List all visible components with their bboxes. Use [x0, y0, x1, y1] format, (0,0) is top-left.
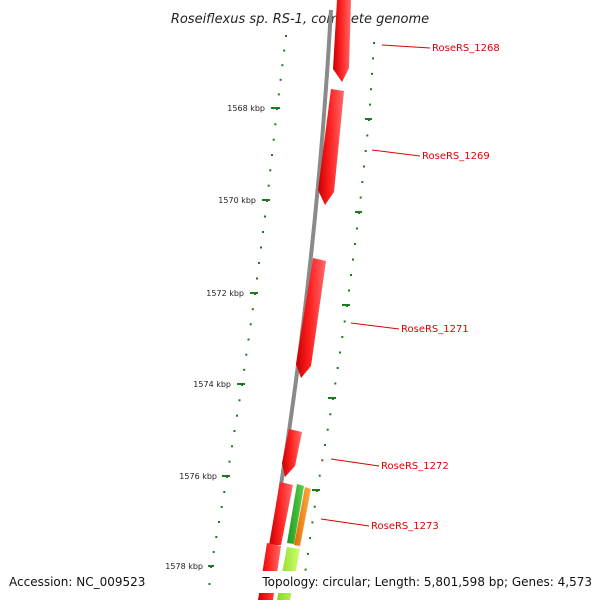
- track-dot: [256, 277, 258, 280]
- track-dot: [324, 444, 326, 446]
- track-dot: [313, 505, 316, 508]
- gene-RoseRS_1268[interactable]: [333, 0, 351, 82]
- track-dot: [361, 181, 364, 183]
- track-dot: [350, 274, 352, 276]
- track-dot: [228, 460, 231, 463]
- track-dot: [306, 552, 309, 555]
- track-dot: [271, 154, 273, 156]
- scale-ruler: [208, 35, 287, 585]
- track-dot: [311, 521, 314, 524]
- gene-labels: RoseRS_1268 RoseRS_1269 RoseRS_1271 Rose…: [371, 43, 500, 532]
- track-dot: [359, 196, 362, 199]
- track-dot: [269, 169, 272, 172]
- gene-green[interactable]: [287, 484, 304, 544]
- track-dot: [231, 445, 233, 448]
- track-dot: [223, 491, 226, 493]
- track-dot: [356, 227, 358, 230]
- footer-topology-bg: [256, 571, 596, 593]
- leader-line: [371, 149, 421, 157]
- topology-text: Topology: circular; Length: 5,801,598 bp…: [261, 575, 592, 589]
- track-dot: [321, 459, 324, 462]
- track-dot: [329, 413, 332, 416]
- gene-label-RoseRS_1269[interactable]: RoseRS_1269: [422, 151, 490, 162]
- track-dot: [304, 568, 307, 571]
- scale-label: 1578 kbp: [165, 562, 203, 571]
- scale-label: 1576 kbp: [179, 472, 217, 481]
- track-dot: [369, 103, 371, 106]
- gene-features: [258, 0, 351, 600]
- scale-label: 1574 kbp: [193, 380, 231, 389]
- track-dot: [238, 399, 241, 402]
- track-dot: [371, 72, 373, 75]
- track-dot: [285, 35, 287, 37]
- track-dot: [245, 353, 248, 356]
- track-dot: [354, 243, 356, 245]
- track-dot: [243, 368, 246, 371]
- track-dot: [318, 474, 321, 477]
- track-dot: [343, 320, 346, 323]
- track-dot: [215, 536, 218, 538]
- track-dot: [272, 138, 275, 141]
- gene-label-RoseRS_1272[interactable]: RoseRS_1272: [381, 461, 449, 472]
- leader-lines: [320, 44, 431, 527]
- track-dot: [220, 506, 223, 508]
- track-dot: [336, 367, 339, 369]
- track-dot: [366, 134, 369, 137]
- track-dot: [233, 430, 236, 432]
- track-dash-marks: [312, 118, 372, 491]
- track-dot: [352, 258, 354, 261]
- map-title: Roseiflexus sp. RS-1, complete genome: [171, 12, 429, 27]
- track-dot: [274, 123, 277, 126]
- track-dot: [279, 78, 282, 81]
- gene-label-RoseRS_1268[interactable]: RoseRS_1268: [432, 43, 500, 54]
- track-dot: [363, 165, 365, 168]
- scale-label: 1570 kbp: [218, 196, 256, 205]
- track-dot: [212, 551, 215, 553]
- track-dot: [339, 351, 341, 354]
- track-dot: [309, 537, 312, 540]
- track-dot: [208, 583, 211, 585]
- track-dot: [372, 57, 374, 60]
- leader-line: [381, 44, 431, 49]
- gene-label-RoseRS_1271[interactable]: RoseRS_1271: [401, 324, 469, 335]
- gene-label-RoseRS_1273[interactable]: RoseRS_1273: [371, 521, 439, 532]
- track-dot: [348, 289, 350, 292]
- scale-label: 1568 kbp: [227, 104, 265, 113]
- track-dot: [251, 308, 254, 311]
- track-dot: [373, 42, 375, 44]
- track-dot: [364, 150, 367, 152]
- scale-ticks: 1568 kbp 1570 kbp 1572 kbp 1574 kbp 1576…: [165, 104, 280, 571]
- accession-text: Accession: NC_009523: [9, 575, 145, 589]
- track-dot: [277, 93, 280, 96]
- gene-RoseRS_1271[interactable]: [296, 258, 326, 378]
- track-dot: [334, 382, 337, 385]
- footer-accession-bg: [4, 571, 152, 593]
- leader-line: [330, 458, 380, 467]
- leader-line: [350, 322, 400, 330]
- track-dot: [236, 414, 238, 417]
- track-dot: [341, 336, 344, 338]
- track-dot: [262, 231, 264, 233]
- track-dot: [264, 215, 266, 218]
- track-dot: [247, 338, 250, 341]
- gene-RoseRS_1273[interactable]: [269, 482, 293, 545]
- track-dot: [281, 64, 284, 67]
- track-dot: [370, 88, 372, 91]
- track-dot: [218, 521, 220, 523]
- leader-line: [320, 518, 370, 527]
- gene-orange[interactable]: [294, 487, 311, 546]
- track-dot: [283, 49, 286, 52]
- track-dot: [249, 323, 252, 326]
- track-dot: [267, 184, 270, 187]
- gene-RoseRS_1272[interactable]: [282, 429, 302, 477]
- track-dot: [258, 262, 260, 264]
- gene-RoseRS_1269[interactable]: [318, 89, 344, 205]
- track-dot: [260, 246, 262, 249]
- track-dot: [326, 428, 329, 431]
- scale-label: 1572 kbp: [206, 289, 244, 298]
